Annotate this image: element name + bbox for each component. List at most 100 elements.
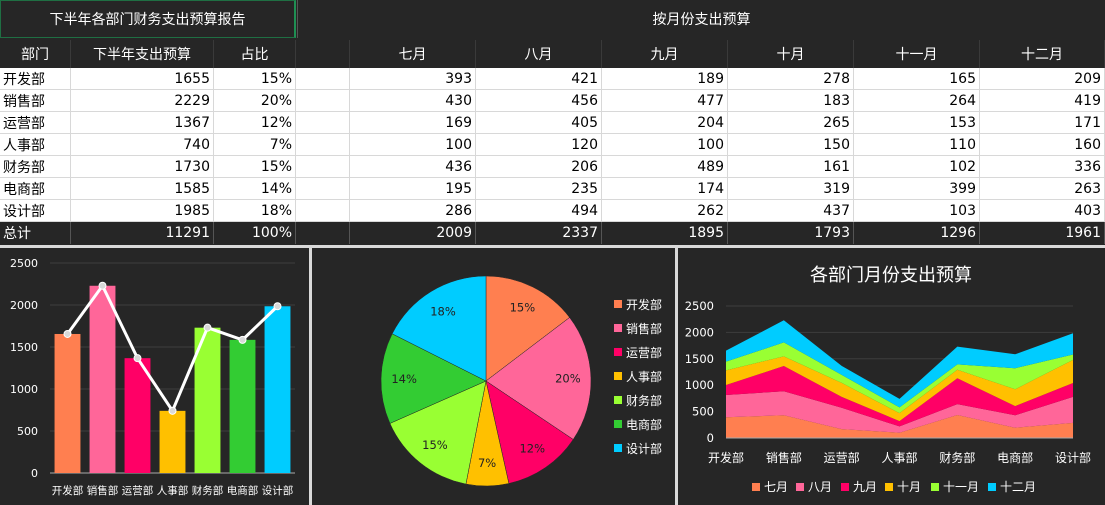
table-cell-month[interactable]: 206 (476, 156, 602, 178)
pie-legend-label[interactable]: 人事部 (626, 369, 662, 384)
bar-overlay-point[interactable] (63, 329, 72, 338)
pie-slice-5[interactable] (380, 333, 487, 424)
table-cell-empty[interactable] (296, 178, 350, 200)
table-cell-budget[interactable]: 2229 (71, 90, 214, 112)
total-cell-empty[interactable] (296, 222, 350, 244)
bar-chart[interactable]: 0 500 1000 1500 2000 2500 开发部 销售部 运营部 人事部 财务部 电商部 设计… (0, 248, 309, 505)
total-cell-dept[interactable]: 总计 (0, 222, 71, 244)
table-cell-empty[interactable] (296, 90, 350, 112)
table-cell-month[interactable]: 430 (350, 90, 476, 112)
table-cell-dept[interactable]: 财务部 (0, 156, 71, 178)
table-cell-pct[interactable]: 12% (214, 112, 296, 134)
pie-slice-0[interactable] (485, 275, 570, 382)
area-legend-label[interactable]: 七月 (764, 480, 788, 494)
total-cell-month[interactable]: 2337 (476, 222, 602, 244)
table-cell-month[interactable]: 405 (476, 112, 602, 134)
table-cell-month[interactable]: 336 (980, 156, 1105, 178)
pie-legend-label[interactable]: 开发部 (626, 297, 662, 312)
table-cell-month[interactable]: 195 (350, 178, 476, 200)
bar-1[interactable] (89, 285, 116, 473)
table-cell-month[interactable]: 419 (980, 90, 1105, 112)
table-cell-month[interactable]: 278 (728, 68, 854, 90)
table-cell-month[interactable]: 264 (854, 90, 980, 112)
table-cell-month[interactable]: 110 (854, 134, 980, 156)
table-cell-month[interactable]: 174 (602, 178, 728, 200)
area-legend-label[interactable]: 十一月 (943, 480, 979, 494)
table-cell-month[interactable]: 263 (980, 178, 1105, 200)
header-pct[interactable]: 占比 (214, 40, 296, 68)
area-series-5[interactable] (726, 320, 1073, 408)
bar-6[interactable] (264, 306, 291, 473)
table-cell-budget[interactable]: 1730 (71, 156, 214, 178)
header-dec[interactable]: 十二月 (980, 40, 1105, 68)
bar-overlay-point[interactable] (98, 281, 107, 290)
table-cell-month[interactable]: 262 (602, 200, 728, 222)
header-oct[interactable]: 十月 (728, 40, 854, 68)
area-legend-label[interactable]: 十月 (897, 480, 921, 494)
report-title[interactable]: 下半年各部门财务支出预算报告 (0, 0, 296, 38)
table-cell-month[interactable]: 393 (350, 68, 476, 90)
area-series-0[interactable] (726, 414, 1073, 438)
monthly-section-title[interactable]: 按月份支出预算 (297, 0, 1105, 38)
table-cell-month[interactable]: 265 (728, 112, 854, 134)
pie-legend-label[interactable]: 财务部 (626, 393, 662, 408)
total-cell-pct[interactable]: 100% (214, 222, 296, 244)
table-cell-month[interactable]: 165 (854, 68, 980, 90)
table-cell-pct[interactable]: 15% (214, 68, 296, 90)
table-cell-month[interactable]: 494 (476, 200, 602, 222)
table-cell-budget[interactable]: 1367 (71, 112, 214, 134)
area-legend-label[interactable]: 九月 (853, 480, 877, 494)
table-cell-pct[interactable]: 20% (214, 90, 296, 112)
header-nov[interactable]: 十一月 (854, 40, 980, 68)
total-cell-month[interactable]: 1961 (980, 222, 1105, 244)
table-cell-empty[interactable] (296, 68, 350, 90)
area-chart-title[interactable]: 各部门月份支出预算 (810, 265, 972, 286)
table-cell-pct[interactable]: 7% (214, 134, 296, 156)
table-cell-pct[interactable]: 18% (214, 200, 296, 222)
total-cell-month[interactable]: 1793 (728, 222, 854, 244)
table-cell-empty[interactable] (296, 112, 350, 134)
pie-chart[interactable]: 15% 20% 12% 7% 15% 14% 18% 开发部销售部运营部人事部财务部电商部设计… (312, 248, 675, 505)
bar-0[interactable] (54, 333, 81, 473)
table-cell-month[interactable]: 171 (980, 112, 1105, 134)
table-cell-pct[interactable]: 15% (214, 156, 296, 178)
table-cell-month[interactable]: 489 (602, 156, 728, 178)
total-cell-month[interactable]: 1296 (854, 222, 980, 244)
area-chart[interactable]: 各部门月份支出预算 0 500 1000 1500 2000 2500 开发部 销售部 运营部 人事… (678, 248, 1105, 505)
table-cell-month[interactable]: 477 (602, 90, 728, 112)
total-cell-month[interactable]: 1895 (602, 222, 728, 244)
table-cell-month[interactable]: 286 (350, 200, 476, 222)
table-cell-dept[interactable]: 销售部 (0, 90, 71, 112)
table-cell-month[interactable]: 103 (854, 200, 980, 222)
table-cell-month[interactable]: 183 (728, 90, 854, 112)
table-cell-budget[interactable]: 1985 (71, 200, 214, 222)
bar-3[interactable] (159, 410, 186, 473)
pie-slice-6[interactable] (391, 275, 487, 382)
pie-slice-2[interactable] (485, 380, 574, 484)
table-cell-dept[interactable]: 运营部 (0, 112, 71, 134)
table-cell-month[interactable]: 161 (728, 156, 854, 178)
pie-legend-label[interactable]: 电商部 (626, 417, 662, 432)
table-cell-month[interactable]: 169 (350, 112, 476, 134)
total-cell-budget[interactable]: 11291 (71, 222, 214, 244)
table-cell-month[interactable]: 120 (476, 134, 602, 156)
bar-overlay-point[interactable] (273, 302, 282, 311)
table-cell-month[interactable]: 102 (854, 156, 980, 178)
table-cell-dept[interactable]: 人事部 (0, 134, 71, 156)
bar-overlay-point[interactable] (133, 354, 142, 363)
table-cell-month[interactable]: 456 (476, 90, 602, 112)
header-budget[interactable]: 下半年支出预算 (71, 40, 214, 68)
table-cell-month[interactable]: 204 (602, 112, 728, 134)
table-cell-budget[interactable]: 1655 (71, 68, 214, 90)
pie-legend-label[interactable]: 销售部 (626, 321, 662, 336)
table-cell-empty[interactable] (296, 200, 350, 222)
table-cell-month[interactable]: 421 (476, 68, 602, 90)
pie-slice-1[interactable] (485, 317, 592, 440)
header-dept[interactable]: 部门 (0, 40, 71, 68)
table-cell-dept[interactable]: 设计部 (0, 200, 71, 222)
area-legend-label[interactable]: 八月 (808, 480, 832, 494)
area-series-1[interactable] (726, 391, 1073, 433)
table-cell-month[interactable]: 399 (854, 178, 980, 200)
header-jul[interactable]: 七月 (350, 40, 476, 68)
bar-overlay-point[interactable] (168, 406, 177, 415)
